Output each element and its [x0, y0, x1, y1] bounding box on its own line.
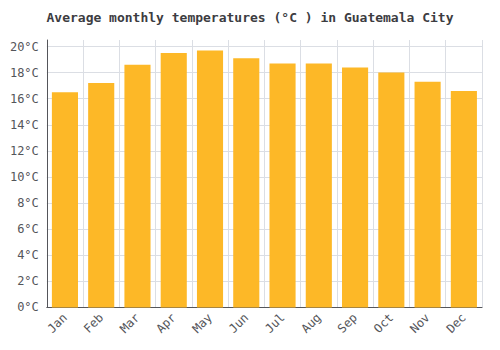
svg-text:Mar: Mar: [117, 311, 142, 336]
svg-text:14°C: 14°C: [10, 118, 39, 132]
svg-text:12°C: 12°C: [10, 144, 39, 158]
svg-text:Jul: Jul: [262, 311, 287, 336]
svg-text:6°C: 6°C: [17, 222, 39, 236]
svg-text:May: May: [190, 311, 215, 336]
svg-text:20°C: 20°C: [10, 40, 39, 54]
svg-text:8°C: 8°C: [17, 196, 39, 210]
svg-text:Nov: Nov: [407, 311, 432, 336]
svg-text:Jan: Jan: [45, 311, 70, 336]
svg-text:16°C: 16°C: [10, 92, 39, 106]
svg-text:0°C: 0°C: [17, 300, 39, 314]
svg-text:Jun: Jun: [226, 311, 251, 336]
svg-text:Aug: Aug: [299, 311, 324, 336]
svg-text:Dec: Dec: [444, 311, 469, 336]
svg-text:2°C: 2°C: [17, 274, 39, 288]
svg-text:4°C: 4°C: [17, 248, 39, 262]
svg-text:18°C: 18°C: [10, 66, 39, 80]
svg-text:Apr: Apr: [153, 311, 178, 336]
svg-text:Sep: Sep: [335, 311, 360, 336]
svg-text:Oct: Oct: [371, 311, 396, 336]
svg-text:10°C: 10°C: [10, 170, 39, 184]
svg-text:Average monthly temperatures (: Average monthly temperatures (°C ) in Gu…: [47, 10, 454, 25]
svg-text:Feb: Feb: [81, 311, 106, 336]
